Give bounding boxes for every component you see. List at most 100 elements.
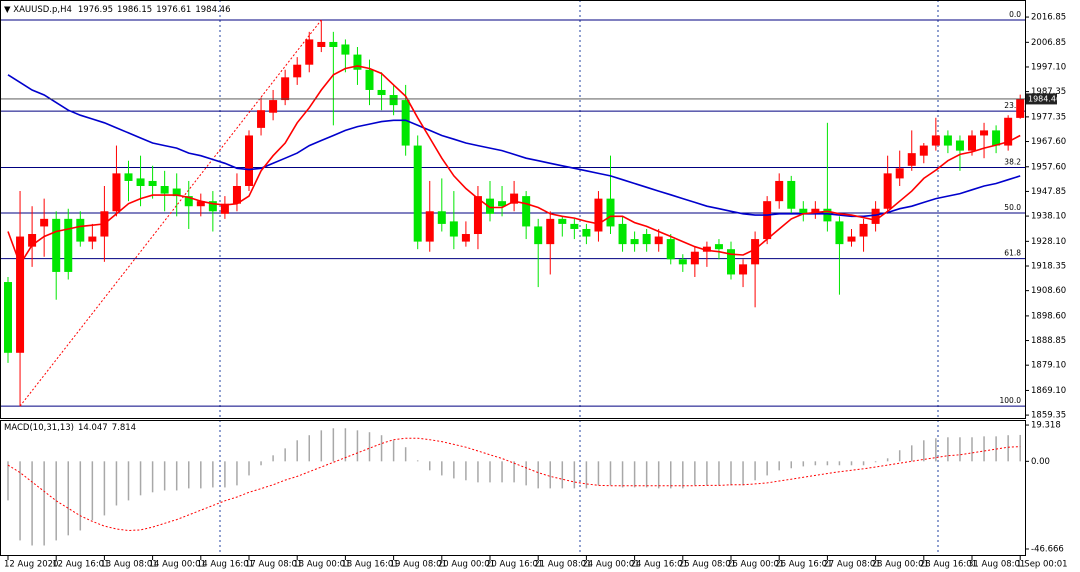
candle-body: [220, 203, 229, 214]
macd-bar: [31, 461, 33, 546]
macd-bar: [344, 428, 347, 462]
macd-bar: [272, 455, 274, 462]
macd-bar: [416, 460, 419, 462]
macd-bar: [115, 461, 118, 506]
candle-body: [341, 44, 350, 55]
macd-bar: [260, 461, 262, 466]
macd-bar: [886, 458, 889, 462]
candle-body: [871, 208, 880, 224]
candle-body: [955, 140, 964, 151]
candle-body: [461, 234, 470, 242]
x-tick-label: 18 Aug 16:01: [341, 560, 398, 570]
macd-bar: [1007, 435, 1009, 462]
macd-bar: [212, 461, 214, 488]
candle-body: [642, 234, 651, 245]
candle-body: [811, 208, 820, 214]
macd-bar: [549, 461, 551, 489]
macd-bar: [790, 461, 792, 469]
macd-bar: [754, 461, 756, 481]
macd-bar: [561, 461, 564, 489]
candle-body: [124, 173, 133, 181]
x-tick-label: 12 Aug 16:01: [52, 560, 109, 570]
macd-bar: [392, 440, 395, 462]
macd-bar: [694, 461, 696, 486]
candle-body: [714, 244, 723, 250]
candle-body: [245, 135, 253, 187]
fib-label: 50.0: [1004, 203, 1021, 212]
candle-body: [606, 198, 615, 227]
candle-body: [678, 259, 687, 265]
x-tick-label: 20 Aug 16:01: [486, 560, 543, 570]
macd-bar: [718, 461, 720, 486]
macd-bar: [585, 461, 588, 489]
macd-bar: [742, 461, 744, 486]
x-tick-label: 14 Aug 00:01: [149, 560, 206, 570]
fib-label: 0.0: [1009, 10, 1021, 19]
y-tick-label: 1977.35: [1031, 112, 1066, 122]
last-open: 1976.95: [78, 5, 113, 15]
candle-body: [751, 239, 760, 265]
x-tick-label: 28 Aug 16:01: [920, 560, 977, 570]
candle-body: [473, 196, 482, 235]
x-tick-label: 24 Aug 00:01: [582, 560, 639, 570]
candle-body: [437, 211, 446, 224]
y-tick-label: 1928.10: [1031, 237, 1066, 247]
candle-body: [546, 218, 555, 245]
candle-body: [594, 198, 603, 232]
x-tick-label: 19 Aug 08:01: [390, 560, 447, 570]
macd-bar: [188, 461, 190, 489]
candle-body: [329, 41, 338, 48]
candle-body: [968, 135, 976, 151]
x-tick-label: 18 Aug 00:01: [293, 560, 350, 570]
candle-body: [112, 173, 121, 212]
macd-bar: [513, 461, 515, 483]
macd-bar: [766, 461, 768, 476]
macd-bar: [645, 461, 648, 488]
candle-body: [666, 239, 675, 260]
moving-average: [7, 65, 1021, 267]
macd-title: MACD(10,31,13): [4, 423, 74, 433]
symbol-title: XAUUSD.p,H4: [13, 5, 72, 15]
candle-body: [570, 223, 579, 229]
y-tick-label: 2016.85: [1031, 13, 1066, 23]
x-tick-label: 1 Sep 00:01: [1016, 560, 1067, 570]
y-tick-label: 1938.10: [1031, 212, 1066, 222]
macd-bar: [802, 461, 805, 467]
y-tick-label: 1967.60: [1031, 137, 1066, 147]
y-tick-label: -46.666: [1031, 544, 1064, 554]
candle-body: [534, 226, 543, 245]
candle-body: [980, 130, 989, 136]
collapse-icon[interactable]: ▼: [4, 5, 13, 15]
candle-body: [690, 251, 699, 265]
candle-body: [919, 145, 928, 156]
macd-bar: [19, 461, 21, 541]
candle-body: [425, 211, 434, 242]
candle-body: [208, 201, 217, 212]
x-tick-label: 13 Aug 08:01: [100, 560, 157, 570]
moving-average: [7, 74, 1021, 218]
macd-bar: [477, 461, 479, 483]
candle-body: [835, 221, 844, 245]
x-tick-label: 27 Aug 08:01: [823, 560, 880, 570]
macd-bar: [1019, 434, 1021, 462]
macd-bar: [356, 430, 359, 462]
macd-bar: [682, 461, 684, 489]
macd-bar: [874, 461, 877, 463]
candle-body: [148, 180, 157, 187]
candle-body: [269, 100, 278, 113]
y-tick-label: 1947.85: [1031, 187, 1066, 197]
candle-body: [775, 180, 784, 202]
macd-bar: [633, 461, 636, 488]
y-tick-label: 1879.10: [1031, 361, 1066, 371]
y-tick-label: 1918.35: [1031, 261, 1066, 271]
macd-bar: [971, 437, 973, 462]
candle-body: [449, 221, 458, 237]
fib-label: 100.0: [1000, 396, 1022, 405]
macd-bar: [537, 461, 539, 489]
macd-header: MACD(10,31,13) 14.047 7.814: [4, 423, 136, 433]
candle-body: [763, 201, 772, 240]
macd-bar: [43, 461, 45, 546]
macd-bar: [139, 461, 142, 496]
macd-bar: [730, 461, 732, 486]
